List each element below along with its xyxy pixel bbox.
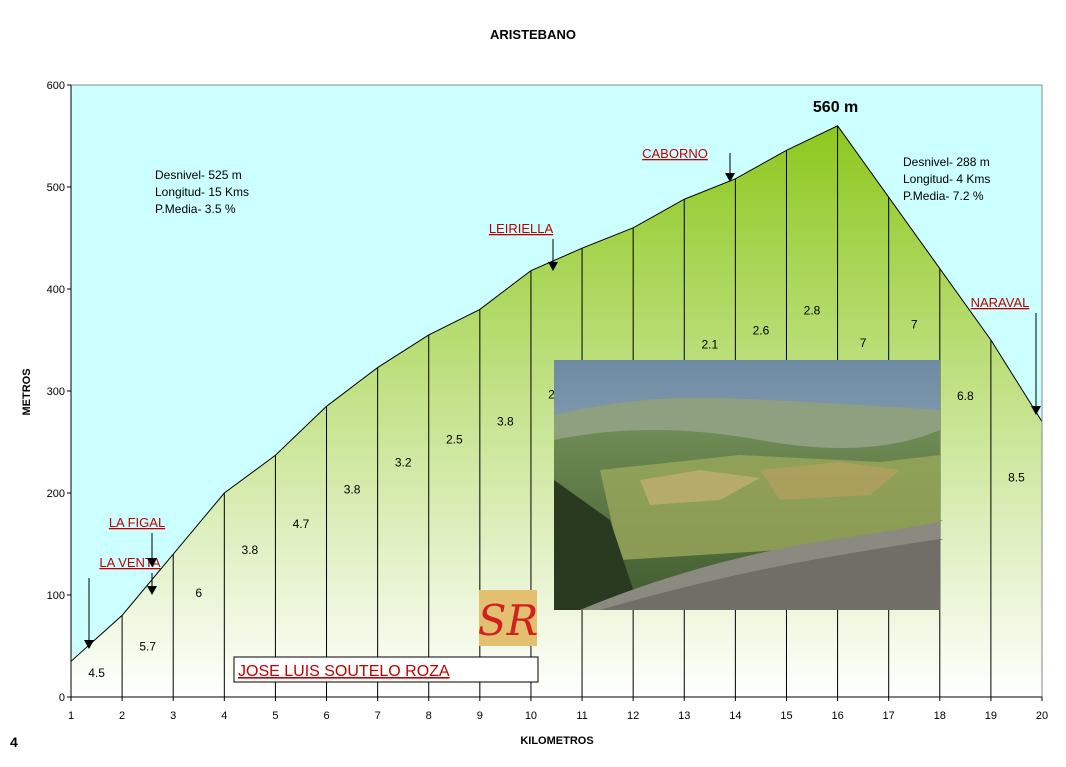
- info-right-line1: Desnivel- 288 m: [903, 155, 990, 169]
- x-tick-label: 12: [627, 710, 639, 722]
- x-tick-label: 11: [576, 710, 587, 722]
- place-label: CABORNO: [642, 146, 708, 161]
- grade-label: 4.5: [88, 666, 105, 680]
- place-label: NARAVAL: [971, 295, 1030, 310]
- grade-label: 8.5: [1008, 471, 1025, 485]
- place-arrow-head: [1031, 406, 1041, 415]
- x-tick-label: 20: [1036, 710, 1048, 722]
- x-tick-label: 6: [323, 710, 329, 722]
- place-label: LA FIGAL: [109, 515, 165, 530]
- grade-label: 2.5: [446, 433, 463, 447]
- y-tick-label: 100: [47, 590, 65, 602]
- info-left-line1: Desnivel- 525 m: [155, 168, 242, 182]
- landscape-photo: [554, 360, 943, 610]
- info-right-line3: P.Media- 7.2 %: [903, 189, 984, 203]
- page-number: 4: [10, 734, 18, 750]
- grade-label: 6: [195, 586, 202, 600]
- grade-label: 7: [911, 318, 918, 332]
- author-name: JOSE LUIS SOUTELO ROZA: [238, 663, 450, 680]
- x-tick-label: 13: [678, 710, 690, 722]
- chart-title: ARISTEBANO: [490, 27, 576, 42]
- grade-label: 6.8: [957, 389, 974, 403]
- start-arrow-head: [84, 640, 94, 649]
- x-tick-label: 3: [170, 710, 176, 722]
- x-tick-label: 9: [477, 710, 483, 722]
- svg-text:SR: SR: [478, 596, 538, 645]
- place-label: LEIRIELLA: [489, 221, 554, 236]
- grade-label: 3.8: [344, 483, 361, 497]
- author-box: [233, 656, 539, 683]
- x-tick-label: 19: [985, 710, 997, 722]
- info-right-line2: Longitud- 4 Kms: [903, 172, 990, 186]
- x-axis-label: KILOMETROS: [520, 735, 593, 747]
- grade-label: 3.8: [242, 543, 259, 557]
- info-left-line2: Longitud- 15 Kms: [155, 185, 249, 199]
- grade-label: 2.8: [804, 303, 821, 317]
- peak-label: 560 m: [813, 99, 858, 116]
- grade-label: 3.8: [497, 415, 514, 429]
- x-tick-label: 15: [780, 710, 792, 722]
- x-tick-label: 16: [831, 710, 843, 722]
- x-tick-label: 8: [426, 710, 432, 722]
- x-tick-label: 14: [729, 710, 741, 722]
- x-tick-label: 4: [221, 710, 227, 722]
- grade-label: 3.2: [395, 455, 412, 469]
- x-tick-label: 10: [525, 710, 537, 722]
- x-tick-label: 17: [883, 710, 895, 722]
- y-axis-label: METROS: [21, 368, 33, 415]
- grade-label: 4.7: [293, 517, 310, 531]
- y-tick-label: 200: [47, 488, 65, 500]
- grade-label: 5.7: [139, 639, 156, 653]
- grade-label: 2.6: [753, 323, 770, 337]
- place-arrow-head: [147, 586, 157, 595]
- info-left-line3: P.Media- 3.5 %: [155, 202, 236, 216]
- y-tick-label: 600: [47, 80, 65, 92]
- place-label: LA VENTA: [99, 555, 161, 570]
- x-tick-label: 5: [272, 710, 278, 722]
- y-tick-label: 0: [59, 692, 65, 704]
- grade-label: 7: [860, 336, 867, 350]
- x-tick-label: 7: [375, 710, 381, 722]
- place-arrow-head: [147, 558, 157, 567]
- grade-label: 2.1: [701, 338, 718, 352]
- x-tick-label: 18: [934, 710, 946, 722]
- place-arrow-head: [725, 173, 735, 182]
- logo: SR: [478, 590, 538, 646]
- x-tick-label: 2: [119, 710, 125, 722]
- y-tick-label: 500: [47, 182, 65, 194]
- x-tick-label: 1: [68, 710, 74, 722]
- place-arrow-head: [548, 262, 558, 271]
- y-tick-label: 300: [47, 386, 65, 398]
- y-tick-label: 400: [47, 284, 65, 296]
